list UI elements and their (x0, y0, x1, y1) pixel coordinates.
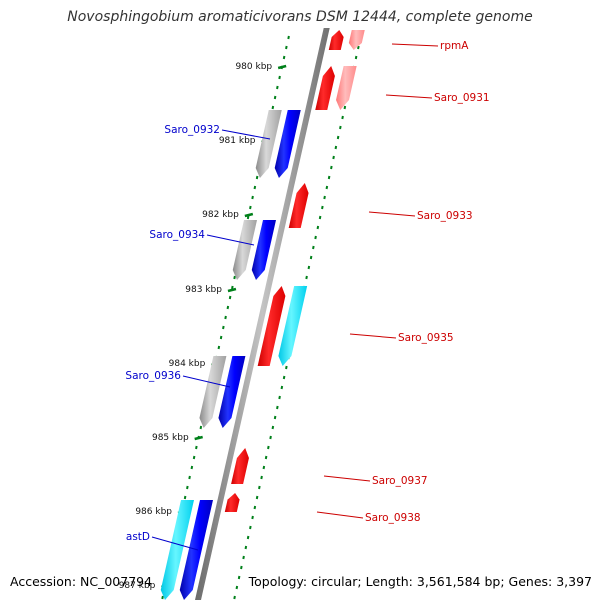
gene-saro-0931[interactable]: Saro_0931 (315, 66, 490, 110)
gene-label: Saro_0938 (365, 512, 421, 524)
gene-saro-0935[interactable]: Saro_0935 (257, 286, 454, 366)
tick-label: 981 kbp (219, 136, 256, 146)
tick-label: 986 kbp (135, 507, 172, 517)
genome-backbone (195, 28, 330, 600)
tick-label: 984 kbp (169, 359, 206, 369)
gene-label: Saro_0933 (417, 210, 473, 222)
genome-summary-text: Topology: circular; Length: 3,561,584 bp… (248, 574, 592, 589)
tick-label: 983 kbp (185, 285, 222, 295)
gene-rpma[interactable]: rpmA (328, 30, 469, 52)
gene-label: Saro_0934 (149, 229, 205, 241)
position-tick: 982 kbp (202, 210, 254, 220)
gene-label: Saro_0932 (164, 124, 220, 136)
gene-label: astD (126, 531, 150, 543)
gene-saro-0934[interactable]: Saro_0934 (149, 220, 276, 280)
tick-label: 982 kbp (202, 210, 239, 220)
gene-label: Saro_0937 (372, 475, 428, 487)
gene-saro-0938[interactable]: Saro_0938 (224, 493, 421, 524)
position-tick: 985 kbp (152, 433, 203, 443)
gene-saro-0937[interactable]: Saro_0937 (231, 448, 428, 487)
position-tick: 980 kbp (235, 62, 287, 72)
gene-label: rpmA (440, 40, 469, 52)
gene-saro-0933[interactable]: Saro_0933 (288, 183, 473, 228)
gene-label: Saro_0935 (398, 332, 454, 344)
gene-label: Saro_0931 (434, 92, 490, 104)
gene-saro-0936[interactable]: Saro_0936 (125, 356, 246, 428)
tick-label: 987 kbp (119, 581, 156, 591)
gene-saro-0932[interactable]: Saro_0932 (164, 110, 301, 178)
accession-text: Accession: NC_007794 (10, 574, 153, 589)
gene-astd[interactable]: astD (126, 500, 213, 600)
tick-label: 985 kbp (152, 433, 189, 443)
gene-label: Saro_0936 (125, 370, 181, 382)
tick-label: 980 kbp (235, 62, 272, 72)
position-tick: 983 kbp (185, 285, 237, 295)
page-title: Novosphingobium aromaticivorans DSM 1244… (67, 9, 533, 25)
